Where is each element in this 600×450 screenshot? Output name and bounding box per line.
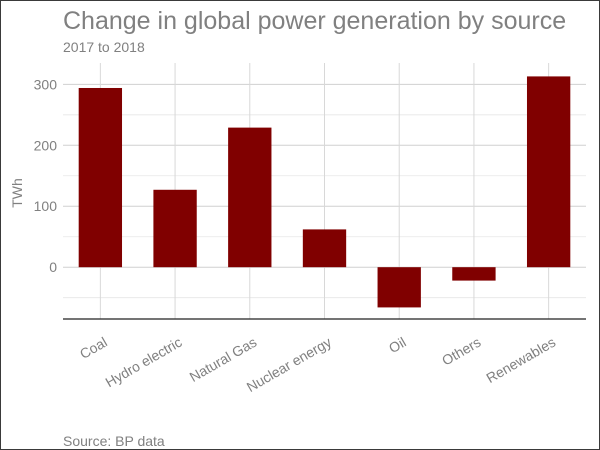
x-tick-label: Oil bbox=[386, 334, 409, 356]
y-tick-labels: 0 100 200 300 bbox=[34, 76, 58, 275]
y-tick-label: 100 bbox=[34, 198, 58, 214]
x-tick-label: Hydro electric bbox=[102, 334, 184, 391]
y-tick-label: 300 bbox=[34, 76, 58, 92]
chart-title: Change in global power generation by sou… bbox=[63, 7, 567, 35]
gridlines bbox=[63, 63, 586, 319]
x-tick-label: Natural Gas bbox=[187, 334, 260, 385]
bar-natural-gas bbox=[228, 127, 272, 268]
bar-others bbox=[452, 267, 496, 281]
bar-coal bbox=[78, 87, 123, 268]
y-axis-title: TWh bbox=[9, 178, 25, 208]
x-tick-label: Others bbox=[439, 334, 483, 369]
bars bbox=[78, 76, 571, 308]
bar-nuclear-energy bbox=[302, 229, 347, 268]
bar-hydro-electric bbox=[153, 189, 197, 268]
chart-subtitle: 2017 to 2018 bbox=[63, 39, 145, 55]
chart-source-caption: Source: BP data bbox=[63, 433, 165, 449]
bar-renewables bbox=[526, 76, 571, 268]
x-tick-label: Nuclear energy bbox=[244, 334, 334, 395]
bar-oil bbox=[377, 267, 421, 308]
y-tick-label: 200 bbox=[34, 137, 58, 153]
x-tick-label: Coal bbox=[77, 334, 110, 362]
x-tick-label: Renewables bbox=[483, 334, 558, 386]
y-tick-label: 0 bbox=[49, 259, 57, 275]
